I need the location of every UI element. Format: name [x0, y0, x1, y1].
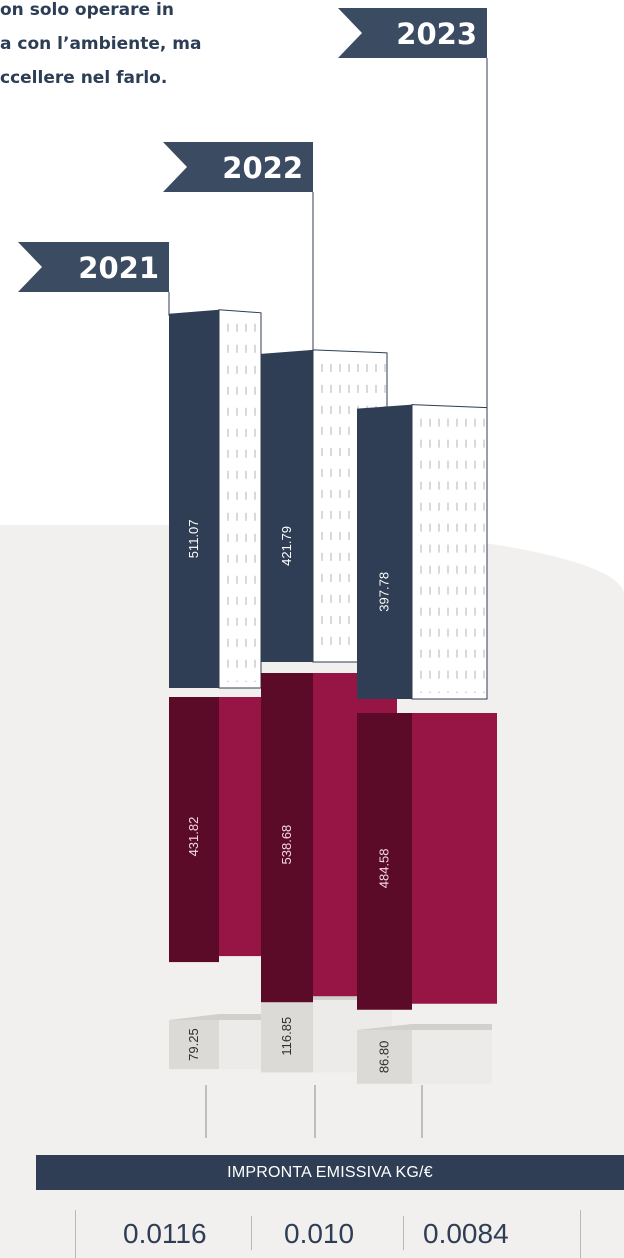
bar-value-label: 511.07 — [186, 520, 201, 559]
metric-value-2021: 0.0116 — [123, 1218, 207, 1249]
bar-value-label: 116.85 — [279, 1017, 294, 1056]
year-flag — [163, 142, 313, 192]
intro-line: a con l’ambiente, ma — [0, 34, 202, 54]
metric-header: IMPRONTA EMISSIVA KG/€ — [36, 1155, 624, 1190]
metric-values-row: 0.0116 0.010 0.0084 — [75, 1210, 581, 1258]
bar-segment — [357, 1030, 412, 1084]
bar-segment — [411, 404, 488, 700]
year-label: 2023 — [396, 17, 477, 51]
bar-segment — [412, 713, 497, 1004]
bar-segment — [219, 1020, 266, 1070]
intro-line: ccellere nel farlo. — [0, 68, 168, 88]
metric-value-2023: 0.0084 — [423, 1218, 509, 1249]
bar-value-label: 484.58 — [377, 848, 392, 888]
bar-segment — [412, 1030, 492, 1084]
bar-value-label: 538.68 — [279, 825, 294, 865]
metric-divider — [403, 1216, 404, 1250]
bar-segment — [169, 697, 219, 963]
bar-chart: 79.25 431.82 511.07 2021 116.85 538.68 421.79 2… — [18, 8, 497, 1138]
year-label: 2022 — [222, 151, 303, 185]
bar-value-label: 431.82 — [186, 817, 201, 857]
bar-segment — [357, 1024, 492, 1030]
year-label: 2021 — [78, 251, 159, 285]
metric-value-2022: 0.010 — [284, 1218, 355, 1249]
year-flag — [338, 8, 487, 58]
bar-value-label: 421.79 — [279, 526, 294, 566]
year-flag — [18, 242, 169, 292]
bar-segment — [261, 1000, 313, 1073]
bar-segment — [261, 673, 313, 1003]
bar-segment — [261, 349, 313, 662]
bar-value-label: 397.78 — [377, 572, 392, 612]
bar-value-label: 86.80 — [377, 1041, 392, 1074]
bar-segment — [169, 1020, 219, 1070]
metric-divider — [251, 1216, 252, 1250]
bar-segment — [169, 309, 219, 688]
bar-value-label: 79.25 — [186, 1028, 201, 1061]
bar-segment — [357, 404, 412, 699]
intro-line: on solo operare in — [0, 0, 174, 20]
bar-segment — [169, 1014, 266, 1020]
bar-segment — [357, 713, 412, 1010]
